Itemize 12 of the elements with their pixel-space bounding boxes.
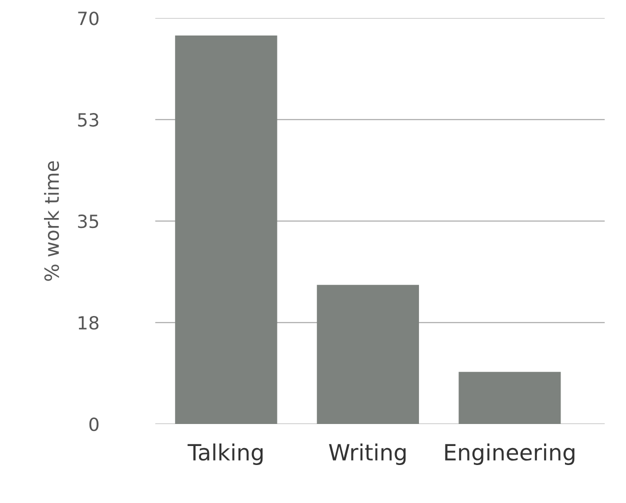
x-tick-label: Writing xyxy=(328,443,406,465)
y-axis-title: % work time xyxy=(44,161,60,281)
x-tick-label: Talking xyxy=(188,443,263,465)
y-tick-label: 70 xyxy=(78,12,98,26)
y-tick-label: 35 xyxy=(78,214,98,228)
y-tick-label: 18 xyxy=(78,316,98,330)
bar xyxy=(316,284,419,424)
y-tick-label: 0 xyxy=(89,417,98,432)
y-tick-label: 53 xyxy=(78,113,98,127)
x-tick-label: Engineering xyxy=(445,443,574,465)
bar xyxy=(175,36,278,424)
bar xyxy=(458,372,561,424)
